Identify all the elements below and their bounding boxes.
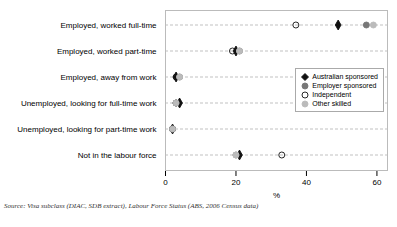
html-text:Employer sponsored: Employer sponsored [312, 82, 377, 89]
html-text:Australian sponsored: Australian sponsored [312, 73, 378, 80]
svg-text:Employed, worked full-time: Employed, worked full-time [60, 21, 157, 30]
svg-text:60: 60 [372, 178, 381, 187]
svg-text:Employed, away from work: Employed, away from work [60, 73, 157, 82]
html-text:Source: Visa subclass (DIAC, S: Source: Visa subclass (DIAC, SDB extract… [4, 202, 259, 210]
svg-text:Unemployed, looking for full-t: Unemployed, looking for full-time work [21, 99, 158, 108]
svg-text:0: 0 [163, 178, 168, 187]
svg-text:%: % [273, 191, 280, 200]
svg-text:40: 40 [302, 178, 311, 187]
svg-text:20: 20 [232, 178, 241, 187]
svg-text:Not in the labour force: Not in the labour force [78, 151, 157, 160]
svg-text:Employed, worked part-time: Employed, worked part-time [57, 47, 157, 56]
svg-text:Unemployed, looking for part-t: Unemployed, looking for part-time work [17, 125, 157, 134]
html-text:Other skilled: Other skilled [312, 100, 352, 107]
html-text:Independent: Independent [312, 91, 352, 98]
